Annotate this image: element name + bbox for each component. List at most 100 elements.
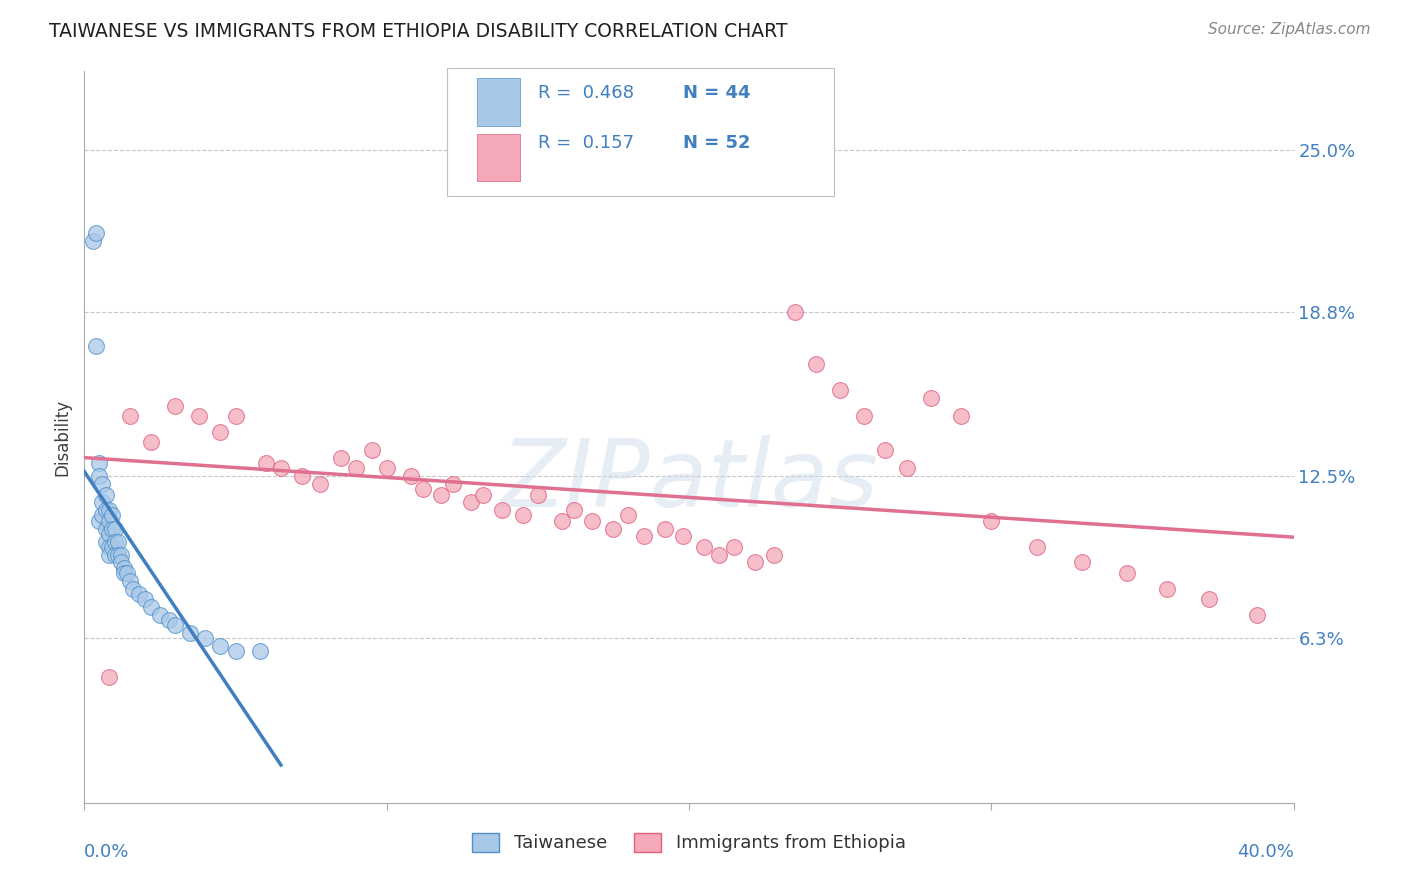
Point [551,514,574,528]
Point [225,409,247,424]
Point [1071,556,1094,570]
Point [602,521,624,535]
Point [270,461,292,475]
Point [309,477,332,491]
Point [128,587,150,601]
Point [188,409,211,424]
Text: N = 44: N = 44 [683,84,751,102]
Point [830,383,852,397]
Point [115,566,138,580]
Point [89,456,111,470]
Point [853,409,876,424]
Point [804,357,827,371]
Point [118,574,141,588]
Point [104,548,127,562]
Point [194,632,217,646]
Point [89,469,111,483]
Point [112,560,135,574]
Point [249,644,271,658]
Point [693,540,716,554]
Point [412,483,434,497]
Y-axis label: Disability: Disability [53,399,72,475]
Point [110,548,132,562]
Point [107,534,129,549]
Point [86,227,108,241]
Point [89,514,111,528]
Point [581,514,603,528]
Point [110,556,132,570]
Legend: Taiwanese, Immigrants from Ethiopia: Taiwanese, Immigrants from Ethiopia [465,826,912,860]
Point [209,639,232,653]
Text: ZIPatlas: ZIPatlas [501,435,877,526]
Point [291,469,314,483]
Point [617,508,640,523]
Point [472,487,495,501]
Point [107,548,129,562]
FancyBboxPatch shape [478,134,520,181]
Point [399,469,422,483]
Point [104,521,127,535]
Point [97,503,120,517]
Point [100,508,122,523]
Point [94,487,117,501]
Point [82,234,104,248]
Text: N = 52: N = 52 [683,134,751,152]
Point [875,443,897,458]
Text: 0.0%: 0.0% [84,843,129,861]
Point [121,582,143,596]
Point [672,529,695,543]
Point [157,613,180,627]
Point [94,534,117,549]
Point [91,508,114,523]
Point [254,456,277,470]
FancyBboxPatch shape [478,78,520,126]
Point [94,521,117,535]
Point [512,508,534,523]
Point [139,599,162,614]
Point [330,450,353,465]
Point [97,540,120,554]
Point [179,626,201,640]
Point [723,540,745,554]
Point [165,618,187,632]
Point [709,548,731,562]
Point [920,391,942,405]
Point [360,443,382,458]
Point [783,304,806,318]
FancyBboxPatch shape [447,68,834,195]
Point [491,503,513,517]
Point [100,521,122,535]
Point [375,461,398,475]
Point [527,487,550,501]
Text: R =  0.468: R = 0.468 [538,84,634,102]
Text: Source: ZipAtlas.com: Source: ZipAtlas.com [1208,22,1371,37]
Point [100,540,122,554]
Point [134,592,156,607]
Point [165,399,187,413]
Point [1246,607,1268,622]
Point [97,526,120,541]
Point [118,409,141,424]
Point [633,529,655,543]
Point [86,339,108,353]
Point [460,495,482,509]
Point [896,461,918,475]
Point [97,514,120,528]
Point [1116,566,1139,580]
Point [139,435,162,450]
Point [97,670,120,684]
Point [1198,592,1220,607]
Text: 40.0%: 40.0% [1237,843,1294,861]
Point [562,503,585,517]
Point [112,566,135,580]
Point [149,607,172,622]
Point [1156,582,1178,596]
Point [980,514,1002,528]
Point [762,548,785,562]
Point [225,644,247,658]
Point [346,461,368,475]
Point [950,409,973,424]
Point [91,495,114,509]
Text: TAIWANESE VS IMMIGRANTS FROM ETHIOPIA DISABILITY CORRELATION CHART: TAIWANESE VS IMMIGRANTS FROM ETHIOPIA DI… [49,22,787,41]
Point [97,548,120,562]
